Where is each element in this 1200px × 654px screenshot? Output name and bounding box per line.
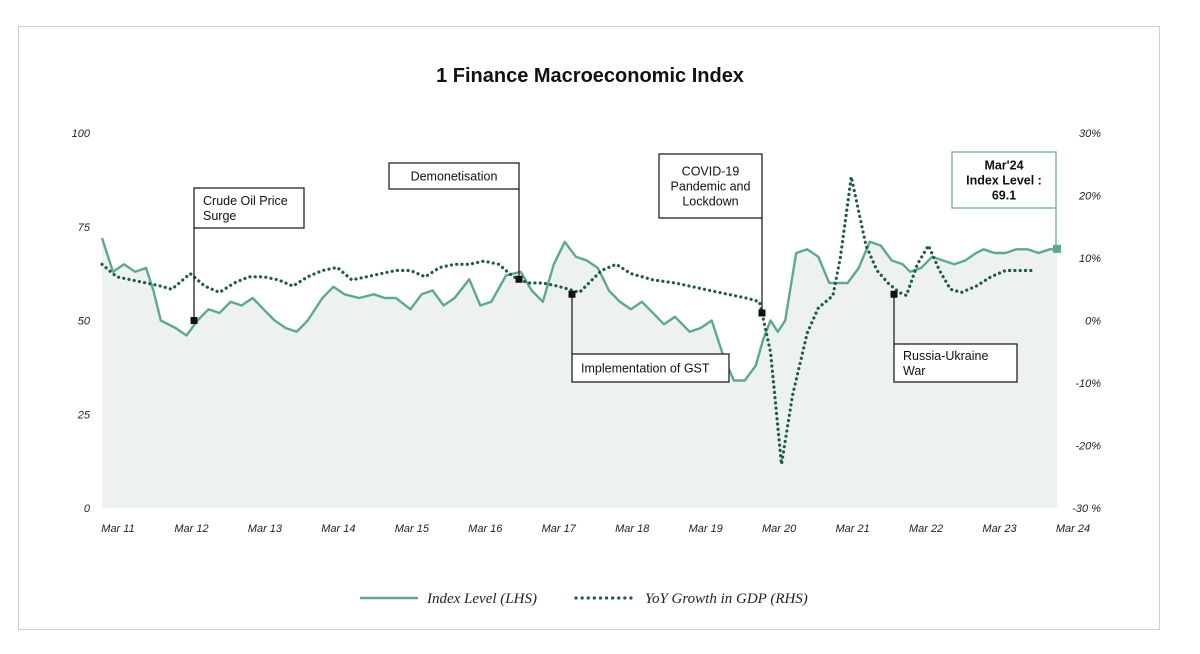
legend-label: Index Level (LHS) [426, 591, 537, 607]
annotation-text: Lockdown [682, 195, 738, 209]
x-tick-label: Mar 16 [468, 523, 503, 535]
legend-label: YoY Growth in GDP (RHS) [645, 591, 808, 607]
y-right-tick-label: -20% [1075, 441, 1101, 453]
annotation-marker [758, 309, 766, 317]
annotation-text: Mar'24 [984, 159, 1023, 173]
annotation-text: Implementation of GST [581, 362, 710, 376]
annotation-text: Pandemic and [671, 180, 751, 194]
annotation-text: 69.1 [992, 189, 1016, 203]
y-right-tick-label: 0% [1085, 316, 1101, 328]
annotation-marker [515, 275, 523, 283]
legend-item-gdp-growth: YoY Growth in GDP (RHS) [574, 591, 808, 607]
axes-layer: 0 25 50 75 100 -30 % -20% -10% 0% 10% 20% 30% Mar 11… [72, 128, 1102, 535]
annotation-box [658, 153, 763, 219]
chart-title: 1 Finance Macroeconomic Index [436, 65, 744, 87]
annotation-box [571, 353, 730, 383]
x-tick-label: Mar 14 [321, 523, 355, 535]
y-right-tick-label: 20% [1078, 191, 1101, 203]
index-level-line [100, 237, 1057, 382]
x-tick-label: Mar 19 [689, 523, 723, 535]
y-left-tick-label: 50 [78, 316, 91, 328]
x-tick-label: Mar 22 [909, 523, 943, 535]
x-tick-label: Mar 13 [248, 523, 283, 535]
annotation-text: Crude Oil Price [203, 194, 288, 208]
x-tick-label: Mar 12 [174, 523, 208, 535]
annotation-text: War [903, 364, 925, 378]
x-tick-label: Mar 20 [762, 523, 797, 535]
annotation-demonetisation: Demonetisation [388, 162, 523, 283]
annotation-box [193, 187, 305, 229]
x-tick-label: Mar 17 [542, 523, 577, 535]
annotation-marker [890, 290, 898, 298]
x-tick-label: Mar 11 [101, 523, 134, 535]
y-left-tick-label: 0 [84, 503, 91, 515]
annotation-box [893, 343, 1018, 383]
annotation-gst: Implementation of GST [568, 290, 730, 383]
y-left-tick-label: 100 [72, 128, 91, 140]
annotation-box [388, 162, 520, 190]
annotation-text: Index Level : [966, 174, 1042, 188]
y-left-tick-label: 75 [78, 222, 91, 234]
y-right-tick-label: -30 % [1072, 503, 1101, 515]
annotation-box [951, 151, 1057, 209]
annotation-marker [568, 290, 576, 298]
y-right-tick-label: -10% [1075, 378, 1101, 390]
x-tick-label: Mar 15 [395, 523, 430, 535]
y-left-tick-label: 25 [77, 409, 91, 421]
legend-item-index-level: Index Level (LHS) [360, 591, 537, 607]
x-tick-label: Mar 21 [835, 523, 869, 535]
x-tick-label: Mar 23 [982, 523, 1017, 535]
x-tick-label: Mar 18 [615, 523, 650, 535]
y-right-tick-label: 10% [1079, 253, 1101, 265]
index-end-marker [1053, 244, 1061, 253]
annotation-text: COVID-19 [682, 165, 740, 179]
x-tick-label: Mar 24 [1056, 523, 1090, 535]
y-right-tick-label: 30% [1079, 128, 1101, 140]
annotation-text: Demonetisation [411, 170, 498, 184]
annotation-text: Russia-Ukraine [903, 349, 988, 363]
annotation-marker [190, 317, 198, 324]
legend: Index Level (LHS) YoY Growth in GDP (RHS) [360, 591, 808, 607]
annotation-text: Surge [203, 209, 236, 223]
